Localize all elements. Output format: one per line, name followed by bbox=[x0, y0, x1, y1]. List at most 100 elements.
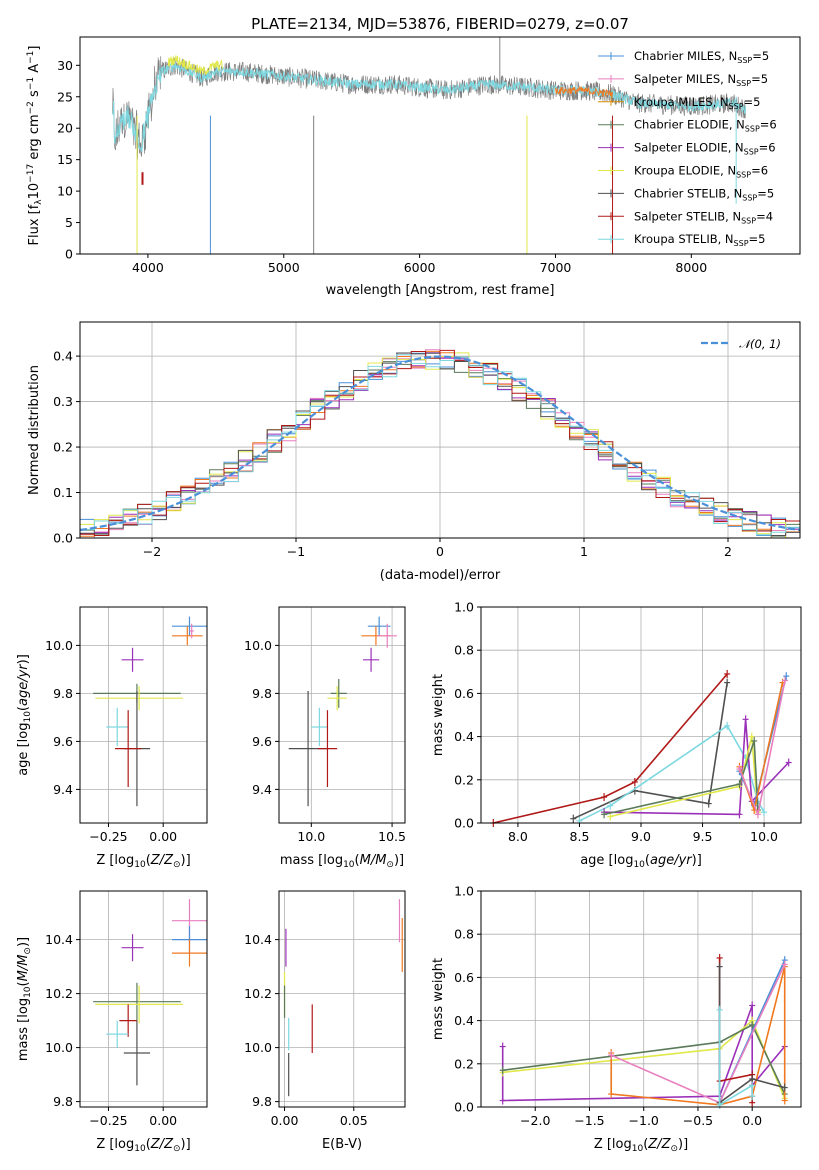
weight-line bbox=[610, 966, 786, 1106]
label-part: ⊙ bbox=[23, 947, 33, 955]
legend-label-n: =5 bbox=[757, 186, 774, 200]
axes-frame bbox=[278, 890, 406, 1108]
y-tick-label: 10.0 bbox=[244, 1040, 272, 1055]
x-axis-label: E(B-V) bbox=[322, 1137, 362, 1152]
x-tick-label: −1.5 bbox=[574, 1113, 604, 1128]
label-part: Z [log bbox=[594, 1137, 632, 1152]
y-tick-label: 0.8 bbox=[454, 643, 474, 658]
legend-label-n: =6 bbox=[751, 164, 768, 178]
x-tick-label: 0.00 bbox=[149, 829, 177, 844]
label-part: E(B-V) bbox=[322, 1137, 362, 1152]
legend-label: Salpeter STELIB, NSSP=4 bbox=[634, 209, 773, 225]
legend-label-sub: SSP bbox=[742, 193, 757, 202]
x-tick-label: 1 bbox=[580, 544, 588, 559]
x-tick-label: 0.0 bbox=[742, 1113, 762, 1128]
z-weight-panel: −2.0 −1.5 −1.0 −0.5 0.0 0.0 0.2 0.4 0.6 0.8 1.0 Z [… bbox=[431, 884, 802, 1154]
x-tick-label: 2 bbox=[724, 544, 732, 559]
label-part: Z [log bbox=[96, 1137, 134, 1152]
x-tick-label: 0 bbox=[436, 544, 444, 559]
label-part: 10 bbox=[134, 860, 146, 870]
y-tick-label: 0.6 bbox=[454, 970, 474, 985]
label-part: ( bbox=[643, 1137, 648, 1152]
y-tick-label: 10.4 bbox=[45, 932, 73, 947]
label-part: ( bbox=[645, 853, 650, 868]
label-part: A bbox=[27, 64, 42, 77]
legend-label: Chabrier MILES, NSSP=5 bbox=[634, 49, 769, 65]
legend-label-text: Salpeter STELIB, N bbox=[634, 209, 741, 223]
histogram-step bbox=[80, 354, 800, 536]
label-part: −17 bbox=[26, 164, 36, 183]
weight-line bbox=[610, 736, 759, 818]
label-part: mass [log bbox=[16, 998, 31, 1061]
y-tick-label: 9.8 bbox=[53, 1094, 73, 1109]
y-tick-label: 0.8 bbox=[454, 927, 474, 942]
legend-label-sub: SSP bbox=[745, 125, 760, 134]
legend-label-n: =5 bbox=[749, 232, 766, 246]
x-tick-label: −0.5 bbox=[683, 1113, 713, 1128]
x-tick-label: 10.0 bbox=[297, 829, 325, 844]
normal-curve bbox=[79, 355, 801, 532]
x-axis-label: (data-model)/error bbox=[380, 568, 501, 583]
y-tick-label: 0.4 bbox=[454, 729, 474, 744]
y-tick-label: 15 bbox=[57, 152, 73, 167]
legend-label-n: =4 bbox=[756, 209, 773, 223]
model-spectrum-line bbox=[112, 62, 747, 153]
y-tick-label: 0.0 bbox=[454, 816, 474, 831]
legend-label-n: =6 bbox=[759, 141, 776, 155]
y-tick-label: 0.3 bbox=[53, 394, 73, 409]
label-part: ( bbox=[16, 706, 31, 711]
y-tick-label: 1.0 bbox=[454, 884, 474, 899]
model-spectrum-yellow bbox=[167, 55, 224, 75]
legend-label-sub: SSP bbox=[734, 239, 749, 248]
legend-label-sub: SSP bbox=[736, 171, 751, 180]
x-tick-label: 8.5 bbox=[570, 829, 590, 844]
mass-age-panel: 10.0 10.5 9.4 9.6 9.8 10.0 mass [log10(M/M⊙)] bbox=[244, 606, 406, 870]
legend-label-n: =5 bbox=[752, 49, 769, 63]
legend-label-text: Chabrier MILES, N bbox=[634, 49, 737, 63]
x-tick-label: 9.0 bbox=[631, 829, 651, 844]
y-tick-label: 0.0 bbox=[454, 1100, 474, 1115]
x-tick-label: 9.5 bbox=[693, 829, 713, 844]
legend-label-text: Kroupa ELODIE, N bbox=[634, 164, 736, 178]
label-part: 10 bbox=[632, 1144, 644, 1154]
label-part: age/yr bbox=[650, 853, 693, 868]
label-part: ( bbox=[16, 981, 31, 986]
x-tick-label: −0.25 bbox=[89, 829, 127, 844]
label-part: 10 bbox=[27, 183, 42, 200]
label-part: )] bbox=[394, 853, 404, 868]
legend-label-text: Kroupa MILES, N bbox=[634, 95, 729, 109]
legend-label: Chabrier STELIB, NSSP=5 bbox=[634, 186, 774, 202]
weight-line bbox=[493, 673, 728, 824]
label-part: 10 bbox=[633, 860, 645, 870]
model-spectrum-orange bbox=[555, 85, 613, 98]
legend-label-n: =5 bbox=[744, 95, 761, 109]
age-weight-panel: 8.0 8.5 9.0 9.5 10.0 0.0 0.2 0.4 0.6 0.8 1.0 age [l… bbox=[431, 600, 802, 870]
axes-frame bbox=[79, 606, 208, 824]
x-axis-label: wavelength [Angstrom, rest frame] bbox=[326, 283, 555, 298]
legend-label: Kroupa ELODIE, NSSP=6 bbox=[634, 164, 768, 180]
y-axis-label: mass [log10(M/M⊙)] bbox=[16, 937, 33, 1061]
label-part: mass [log bbox=[280, 853, 343, 868]
y-tick-label: 9.4 bbox=[252, 782, 272, 797]
label-part: −1 bbox=[26, 77, 36, 90]
label-part: 10 bbox=[23, 711, 33, 723]
x-tick-label: 4000 bbox=[132, 260, 164, 275]
legend-label: Kroupa STELIB, NSSP=5 bbox=[634, 232, 765, 248]
label-part: Z [log bbox=[96, 853, 134, 868]
weight-line bbox=[501, 1005, 786, 1102]
legend-label: Kroupa MILES, NSSP=5 bbox=[634, 95, 760, 111]
y-tick-label: 0 bbox=[65, 247, 73, 262]
legend-label-sub: SSP bbox=[736, 79, 751, 88]
label-part: age [log bbox=[580, 853, 633, 868]
legend-label: Chabrier ELODIE, NSSP=6 bbox=[634, 118, 777, 134]
y-tick-label: 10.0 bbox=[244, 638, 272, 653]
x-tick-label: 10.5 bbox=[378, 829, 406, 844]
y-tick-label: 10.2 bbox=[45, 986, 73, 1001]
label-part: 10 bbox=[343, 860, 355, 870]
label-part: )] bbox=[692, 853, 702, 868]
y-axis-label: Flux [fλ10−17 erg cm−2 s−1 A−1] bbox=[26, 46, 44, 246]
label-part: 10 bbox=[23, 986, 33, 998]
y-tick-label: 0.0 bbox=[53, 531, 73, 546]
y-tick-label: 0.2 bbox=[53, 440, 73, 455]
label-part: Z/Z bbox=[150, 1137, 174, 1152]
